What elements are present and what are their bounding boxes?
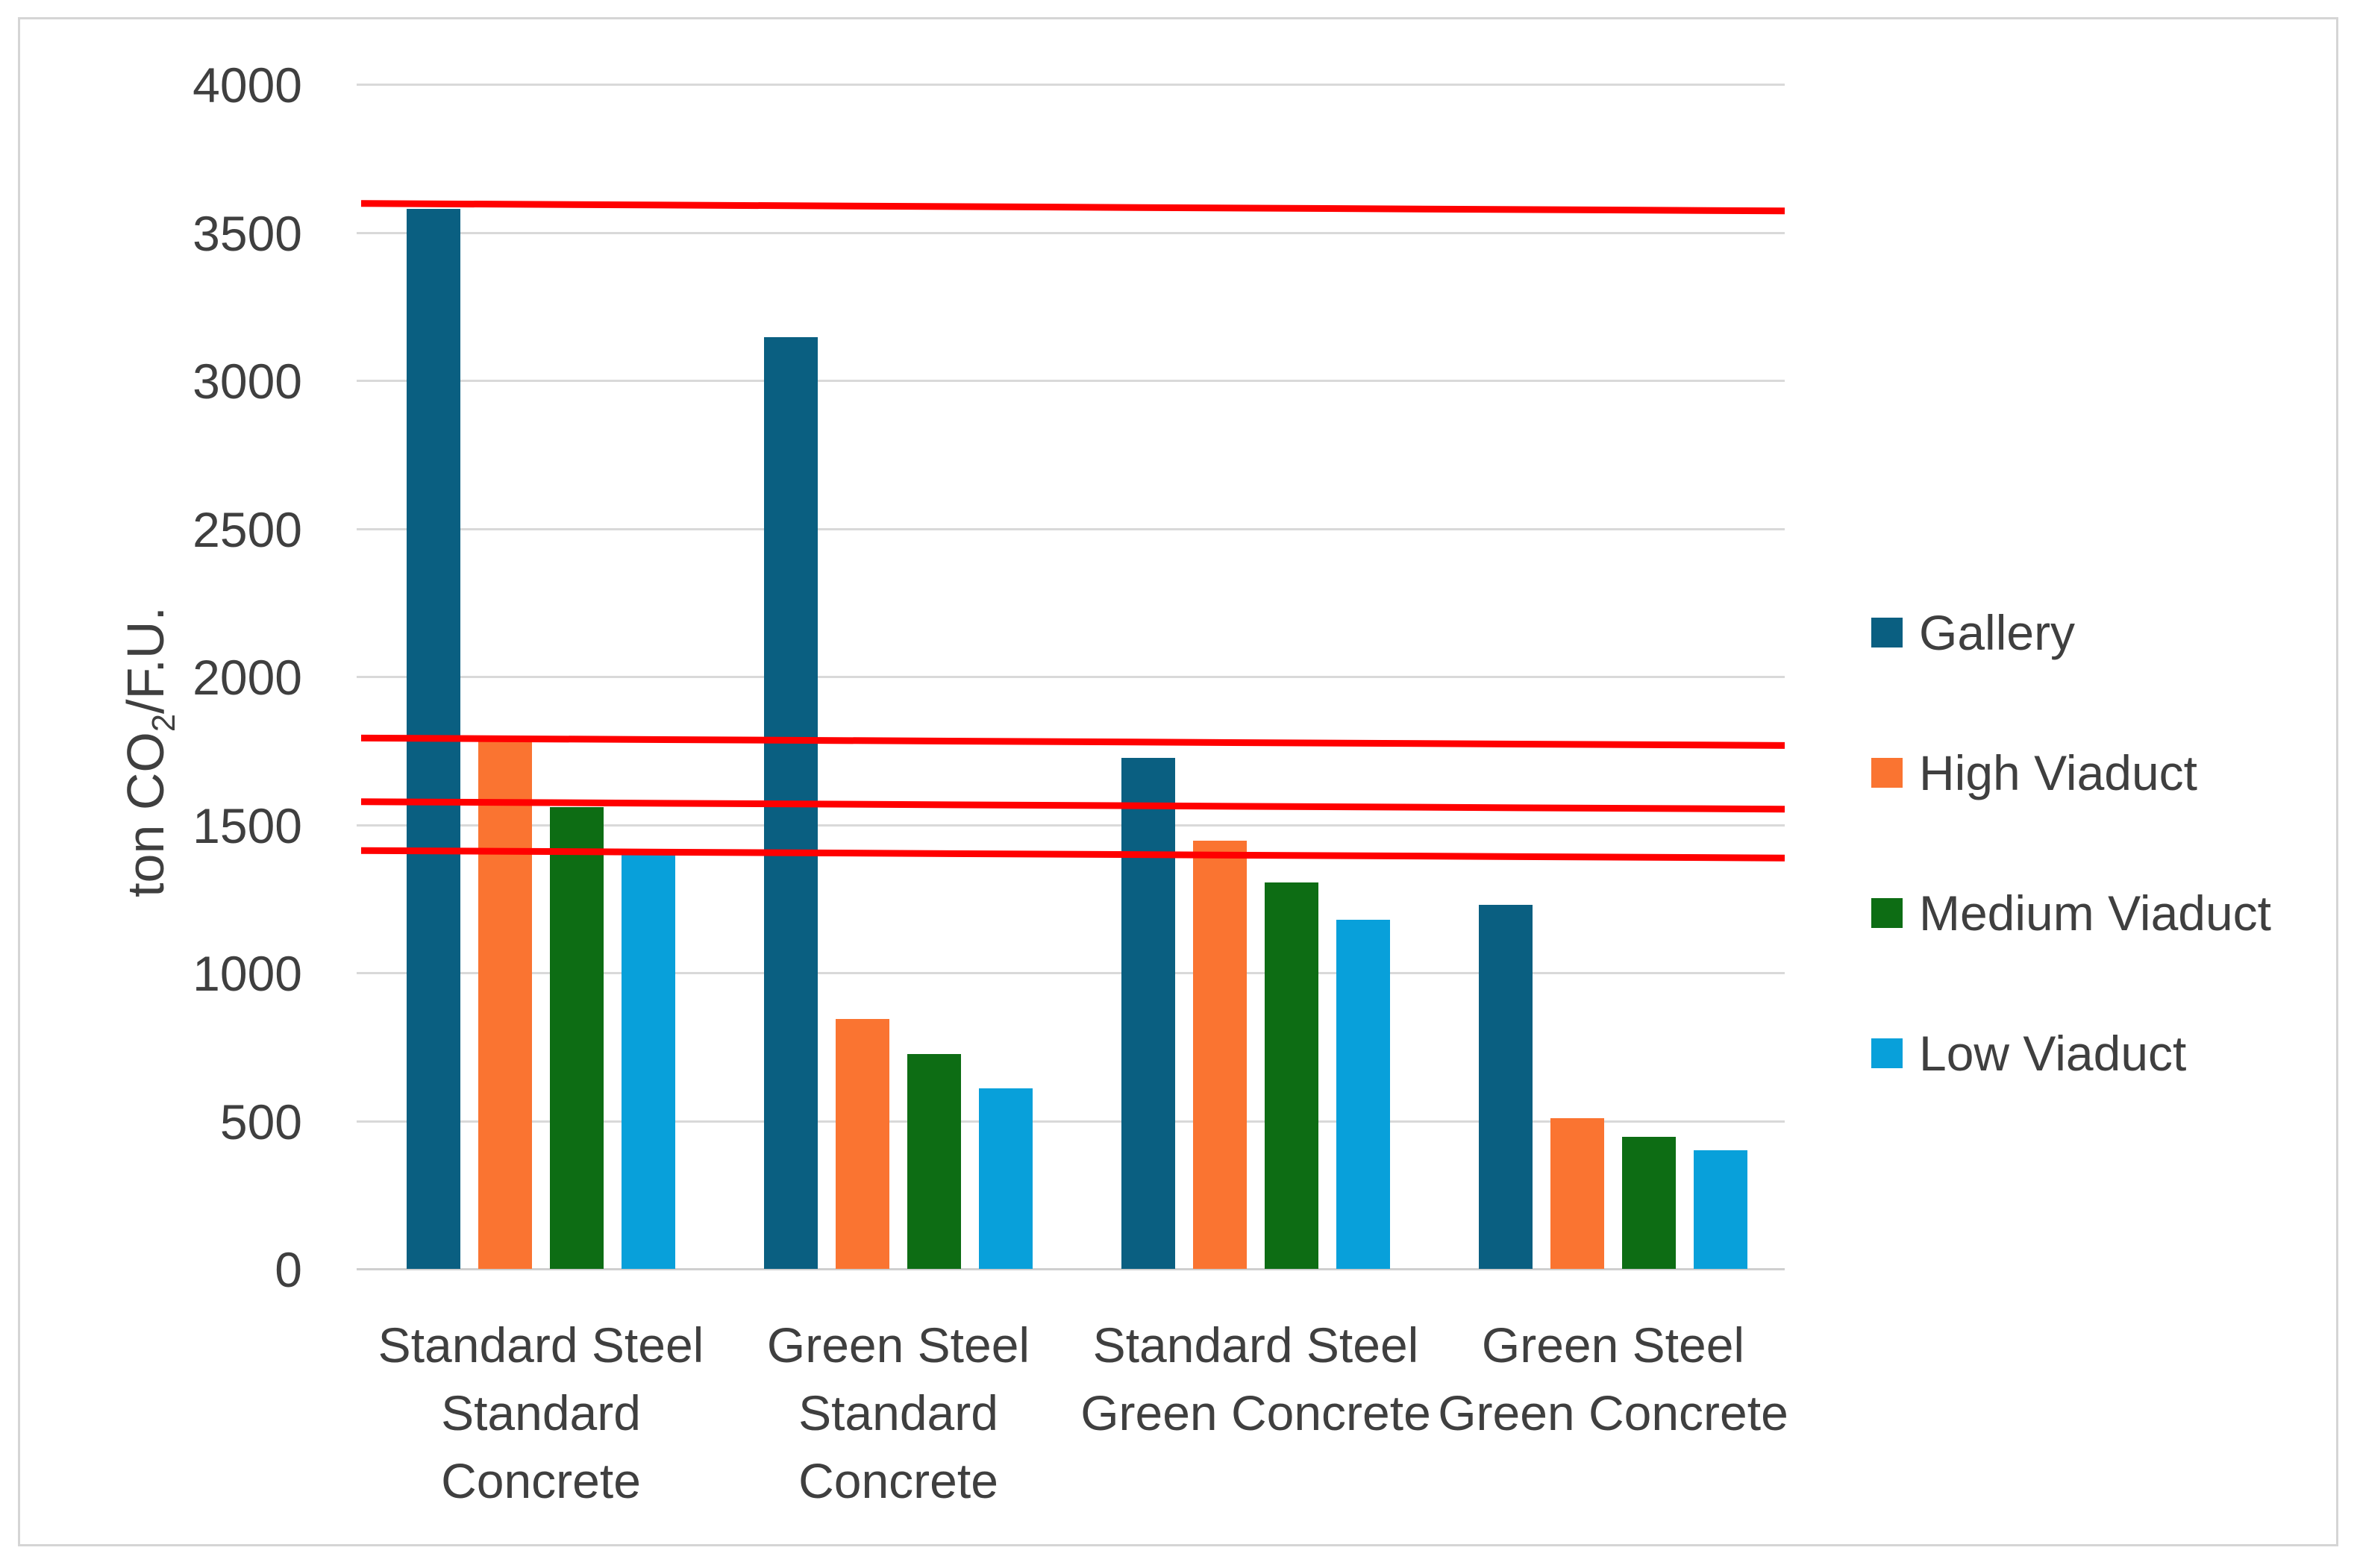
legend-label-medium-viaduct: Medium Viaduct (1919, 885, 2272, 941)
y-tick-label-4000: 4000 (192, 57, 302, 113)
gridline-1500 (357, 824, 1785, 827)
bar-low-viaduct-category-4 (1694, 1150, 1747, 1269)
bar-gallery-category-1 (407, 208, 460, 1269)
legend-swatch-low-viaduct (1871, 1038, 1903, 1068)
y-tick-label-2500: 2500 (192, 501, 302, 557)
figure-border (18, 17, 2338, 1546)
bar-high-viaduct-category-2 (836, 1018, 889, 1269)
legend-item-gallery: Gallery (1871, 606, 2075, 659)
gridline-3000 (357, 380, 1785, 382)
x-tick-label-2: Green Steel Standard Concrete (766, 1317, 1030, 1508)
y-tick-label-3500: 3500 (192, 205, 302, 261)
x-axis-line (357, 1268, 1785, 1270)
x-tick-label-4: Green Steel Green Concrete (1438, 1317, 1788, 1440)
legend-item-high-viaduct: High Viaduct (1871, 747, 2197, 799)
subscript-2: 2 (146, 714, 182, 733)
bar-medium-viaduct-category-2 (907, 1054, 961, 1269)
y-tick-label-0: 0 (275, 1242, 302, 1297)
bar-high-viaduct-category-4 (1550, 1117, 1604, 1269)
x-tick-label-3: Standard Steel Green Concrete (1080, 1317, 1431, 1440)
y-tick-label-2000: 2000 (192, 650, 302, 705)
bar-gallery-category-4 (1479, 904, 1533, 1269)
gridline-3500 (357, 231, 1785, 234)
y-tick-label-3000: 3000 (192, 354, 302, 409)
gridline-500 (357, 1120, 1785, 1123)
bar-low-viaduct-category-3 (1336, 919, 1390, 1269)
gridline-2500 (357, 527, 1785, 530)
bar-gallery-category-2 (764, 337, 818, 1269)
gridline-4000 (357, 84, 1785, 86)
bar-medium-viaduct-category-4 (1622, 1137, 1676, 1269)
legend-swatch-medium-viaduct (1871, 898, 1903, 928)
legend-item-medium-viaduct: Medium Viaduct (1871, 887, 2271, 939)
legend-item-low-viaduct: Low Viaduct (1871, 1027, 2186, 1079)
y-tick-label-1500: 1500 (192, 797, 302, 853)
bar-low-viaduct-category-2 (979, 1088, 1033, 1269)
bar-high-viaduct-category-3 (1193, 841, 1247, 1269)
bar-high-viaduct-category-1 (478, 741, 532, 1269)
y-tick-label-1000: 1000 (192, 946, 302, 1001)
legend-swatch-gallery (1871, 618, 1903, 647)
y-tick-label-500: 500 (219, 1094, 302, 1150)
gridline-1000 (357, 972, 1785, 974)
legend-label-low-viaduct: Low Viaduct (1919, 1026, 2187, 1081)
bar-gallery-category-3 (1121, 758, 1175, 1269)
legend-swatch-high-viaduct (1871, 758, 1903, 788)
gridline-2000 (357, 676, 1785, 678)
x-tick-label-1: Standard Steel Standard Concrete (378, 1317, 704, 1508)
bar-medium-viaduct-category-3 (1265, 882, 1318, 1269)
bar-low-viaduct-category-1 (622, 854, 675, 1269)
legend-label-high-viaduct: High Viaduct (1919, 745, 2198, 800)
bar-medium-viaduct-category-1 (550, 806, 604, 1269)
legend-label-gallery: Gallery (1919, 605, 2076, 660)
